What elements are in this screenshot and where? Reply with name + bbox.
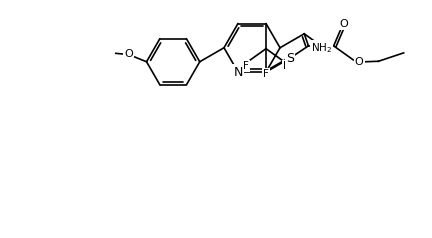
Text: O: O [124,49,133,59]
Text: O: O [340,19,349,29]
Text: N: N [233,65,243,79]
Text: F: F [244,61,249,71]
Text: F: F [263,69,269,79]
Text: N: N [234,65,242,79]
Text: O: O [355,57,364,67]
Text: O: O [124,49,133,59]
Text: S: S [286,51,294,64]
Text: NH$_2$: NH$_2$ [311,41,332,55]
Text: S: S [286,51,294,64]
Text: O: O [340,19,349,29]
Text: F: F [283,61,289,71]
Text: O: O [355,57,364,67]
